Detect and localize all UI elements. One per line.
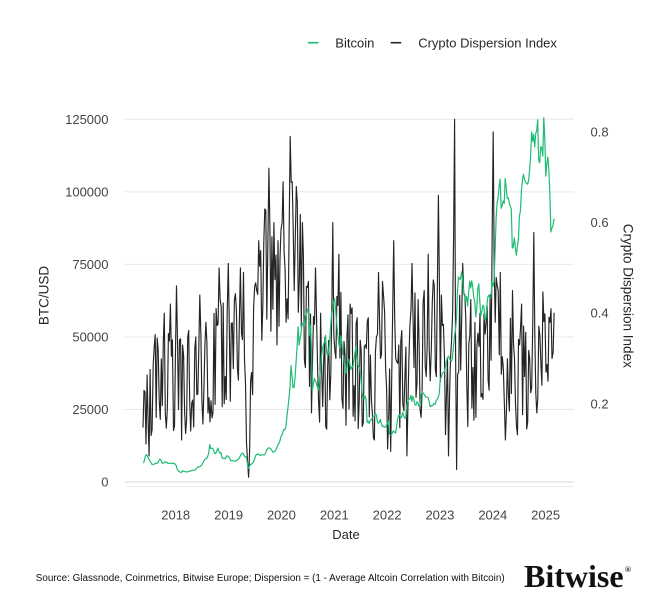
svg-text:100000: 100000	[65, 184, 108, 199]
svg-text:0.4: 0.4	[591, 306, 609, 321]
svg-text:0: 0	[101, 475, 108, 490]
svg-text:2022: 2022	[373, 508, 402, 523]
svg-text:75000: 75000	[72, 257, 108, 272]
svg-text:2020: 2020	[267, 508, 296, 523]
svg-text:Bitcoin: Bitcoin	[335, 36, 374, 51]
svg-text:Date: Date	[332, 527, 359, 542]
svg-text:125000: 125000	[65, 112, 108, 127]
svg-text:®: ®	[625, 564, 632, 574]
svg-text:0.2: 0.2	[591, 396, 609, 411]
svg-text:BTC/USD: BTC/USD	[37, 266, 52, 326]
svg-text:25000: 25000	[72, 402, 108, 417]
svg-text:2021: 2021	[320, 508, 349, 523]
svg-text:2024: 2024	[478, 508, 507, 523]
svg-text:2019: 2019	[214, 508, 243, 523]
svg-text:Crypto Dispersion Index: Crypto Dispersion Index	[418, 36, 557, 51]
svg-text:50000: 50000	[72, 330, 108, 345]
svg-text:Bitwise: Bitwise	[524, 558, 624, 594]
svg-text:2023: 2023	[425, 508, 454, 523]
svg-text:Crypto Dispersion Index: Crypto Dispersion Index	[620, 224, 635, 368]
svg-text:0.6: 0.6	[591, 215, 609, 230]
svg-text:0.8: 0.8	[591, 125, 609, 140]
svg-text:Source: Glassnode, Coinmetrics: Source: Glassnode, Coinmetrics, Bitwise …	[36, 573, 505, 584]
svg-text:2018: 2018	[161, 508, 190, 523]
svg-text:2025: 2025	[531, 508, 560, 523]
